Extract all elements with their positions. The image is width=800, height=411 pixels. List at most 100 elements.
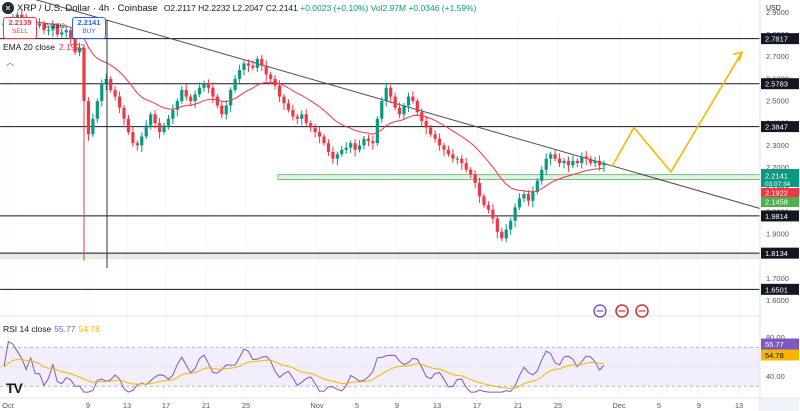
candle-body xyxy=(233,78,237,90)
symbol-title[interactable]: XRP / U.S. Dollar · 4h · Coinbase xyxy=(17,2,158,14)
rsi-line[interactable] xyxy=(3,340,605,393)
rsi-ma-line xyxy=(3,358,605,390)
candle-body xyxy=(175,101,179,110)
candle-body xyxy=(380,101,384,119)
rsi-value-label: 55.77 xyxy=(765,340,784,349)
candle-body xyxy=(189,96,193,102)
candle-body xyxy=(602,163,606,166)
candle-body xyxy=(513,207,517,221)
candle-body xyxy=(153,114,157,124)
candle-body xyxy=(126,118,131,133)
axis-currency: USD xyxy=(766,5,781,12)
rsi-legend[interactable]: RSI 14 close 55.77 54.78 xyxy=(3,324,100,334)
candle-body xyxy=(406,96,411,106)
candle-body xyxy=(166,118,171,126)
candle-body xyxy=(220,105,224,115)
price-label: 2.1922 xyxy=(765,189,788,198)
level-label-bg xyxy=(761,121,799,133)
price-label-bg xyxy=(761,197,799,207)
level-label: 1.6501 xyxy=(765,285,788,294)
candle-body xyxy=(584,156,588,159)
candle-body xyxy=(340,149,344,155)
countdown-label: 03:07:34 xyxy=(765,181,791,188)
sell-button[interactable]: 2.2139 SELL xyxy=(3,17,37,39)
candle-body xyxy=(104,78,108,84)
date-tick-label: 13 xyxy=(735,401,743,410)
candle-body xyxy=(442,145,446,150)
candle-body xyxy=(20,14,24,20)
candle-body xyxy=(157,123,162,133)
date-tick-label: 5 xyxy=(657,401,661,410)
level-label: 2.7817 xyxy=(765,35,788,44)
candle-body xyxy=(451,154,455,159)
candle-body xyxy=(144,125,148,137)
candle-body xyxy=(304,114,308,124)
date-tick-label: Nov xyxy=(310,401,324,410)
candle-body xyxy=(246,63,251,66)
candle-body xyxy=(464,163,468,170)
date-tick-label: 13 xyxy=(433,401,441,410)
date-tick-label: Oct xyxy=(2,401,15,410)
candle-body xyxy=(86,101,91,135)
candle-body xyxy=(415,101,419,113)
price-label-bg xyxy=(761,169,799,187)
candle-body xyxy=(544,158,548,170)
candle-body xyxy=(486,205,491,210)
ema-20-line[interactable] xyxy=(3,21,605,193)
candle-body xyxy=(131,132,135,144)
candle-body xyxy=(269,74,273,79)
price-tick-label: 2.5000 xyxy=(766,97,789,106)
buy-button[interactable]: 2.2141 BUY xyxy=(72,17,106,39)
tradingview-logo-icon[interactable]: TV xyxy=(6,380,23,396)
candle-body xyxy=(420,112,424,121)
candle-body xyxy=(580,156,584,164)
candle-body xyxy=(180,89,184,102)
candle-body xyxy=(202,83,206,88)
price-tick-label: 1.9000 xyxy=(766,229,789,238)
candle-body xyxy=(197,87,202,95)
level-label-bg xyxy=(761,33,799,45)
candle-body xyxy=(326,143,331,152)
candle-body xyxy=(446,149,451,155)
candle-body xyxy=(495,218,499,232)
price-tick-label: 2.2000 xyxy=(766,163,789,172)
price-label: 2.2141 xyxy=(765,172,788,181)
candle-body xyxy=(597,160,602,166)
candle-body xyxy=(206,83,211,88)
candle-body xyxy=(286,103,291,110)
candle-body xyxy=(317,132,322,137)
ema-legend[interactable]: EMA 20 close 2.1922 xyxy=(3,42,85,52)
candle-body xyxy=(473,174,477,184)
candle-body xyxy=(255,58,259,68)
date-tick-label: 25 xyxy=(554,401,562,410)
price-label-bg xyxy=(761,188,799,198)
candle-body xyxy=(402,105,406,115)
rsi-tick-label: 80.00 xyxy=(766,333,785,342)
level-label: 1.9814 xyxy=(765,212,788,221)
candle-body xyxy=(162,125,166,133)
candle-body xyxy=(437,138,442,146)
candle-body xyxy=(251,65,255,68)
candle-body xyxy=(46,30,51,32)
candle-body xyxy=(384,87,388,102)
price-tick-label: 2.7000 xyxy=(766,52,789,61)
candle-body xyxy=(229,89,233,106)
candle-body xyxy=(135,143,139,146)
candle-body xyxy=(184,89,188,97)
candle-body xyxy=(344,147,348,150)
price-tick-label: 2.9000 xyxy=(766,8,789,17)
collapse-chevron-icon[interactable]: ︿ xyxy=(6,58,14,67)
date-tick-label: 25 xyxy=(242,401,250,410)
candle-body xyxy=(389,87,393,97)
candle-body xyxy=(215,96,219,106)
candle-body xyxy=(455,158,459,160)
candle-body xyxy=(100,83,104,102)
date-tick-label: 13 xyxy=(123,401,131,410)
date-tick-label: Dec xyxy=(612,401,626,410)
ohlc-values: O2.2117 H2.2232 L2.2047 C2.2141 +0.0023 … xyxy=(163,3,477,13)
candle-body xyxy=(531,191,535,201)
candle-body xyxy=(140,136,144,146)
candle-body xyxy=(264,65,268,75)
candle-body xyxy=(15,14,19,20)
